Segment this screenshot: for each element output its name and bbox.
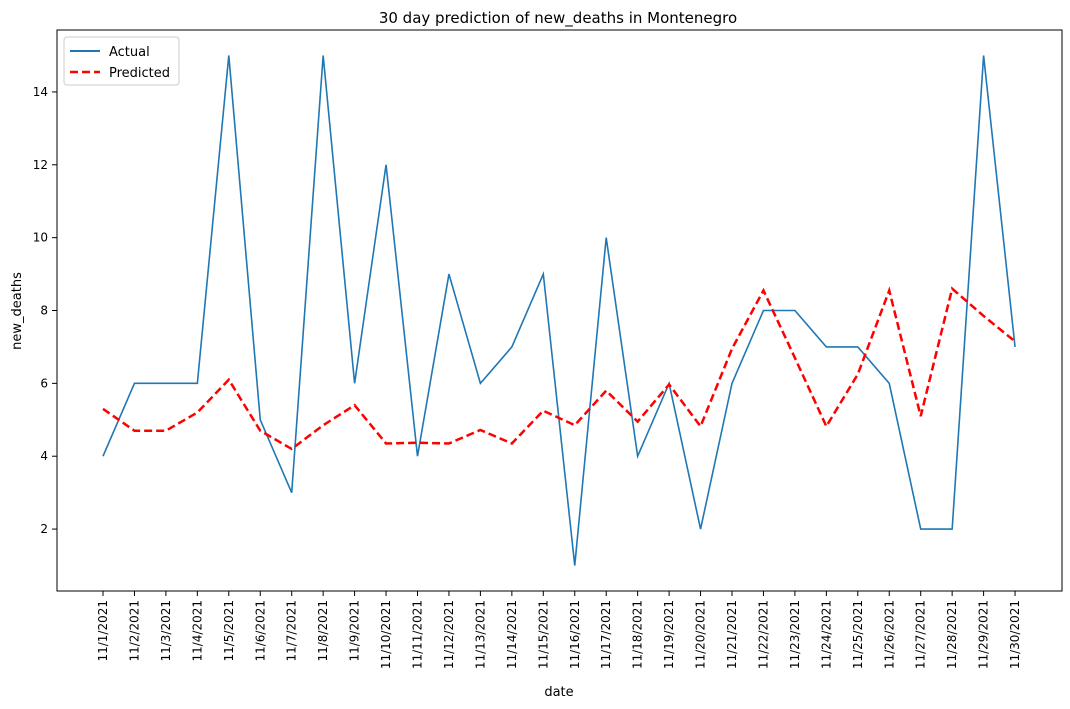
x-tick-label: 11/28/2021 [945,600,959,669]
x-tick-label: 11/18/2021 [631,600,645,669]
x-tick-label: 11/22/2021 [756,600,770,669]
y-tick-label: 4 [40,449,48,463]
legend-label-predicted: Predicted [109,66,170,81]
legend: Actual Predicted [63,36,180,86]
y-tick-label: 8 [40,304,48,318]
x-tick-label: 11/2/2021 [127,600,141,662]
legend-label-actual: Actual [109,45,150,60]
x-tick-label: 11/19/2021 [662,600,676,669]
x-axis: 11/1/2021 11/2/2021 11/3/2021 11/4/2021 11/5… [96,591,1022,669]
x-tick-label: 11/12/2021 [442,600,456,669]
y-axis-label: new_deaths [10,272,25,350]
y-axis: 2 4 6 8 10 12 14 [33,85,57,536]
y-tick-label: 14 [33,85,48,99]
x-tick-label: 11/4/2021 [190,600,204,662]
x-tick-label: 11/11/2021 [411,600,425,669]
x-tick-label: 11/6/2021 [253,600,267,662]
y-tick-label: 10 [33,231,48,245]
y-tick-label: 12 [33,158,48,172]
x-tick-label: 11/8/2021 [316,600,330,662]
series-line-predicted [102,286,1016,451]
y-tick-label: 6 [40,376,48,390]
x-tick-label: 11/13/2021 [473,600,487,669]
series-layer [102,55,1016,566]
x-tick-label: 11/7/2021 [285,600,299,662]
x-tick-label: 11/27/2021 [914,600,928,669]
x-axis-label: date [544,685,573,700]
x-tick-label: 11/5/2021 [222,600,236,662]
y-tick-label: 2 [40,522,48,536]
x-tick-label: 11/1/2021 [96,600,110,662]
legend-box [63,36,180,86]
x-tick-label: 11/3/2021 [159,600,173,662]
x-tick-label: 11/17/2021 [599,600,613,669]
x-tick-label: 11/14/2021 [505,600,519,669]
x-tick-label: 11/29/2021 [977,600,991,669]
x-tick-label: 11/16/2021 [568,600,582,669]
x-tick-label: 11/20/2021 [694,600,708,669]
x-tick-label: 11/30/2021 [1008,600,1022,669]
x-tick-label: 11/10/2021 [379,600,393,669]
plot-area [56,29,1063,592]
series-line-actual [102,55,1016,566]
chart-title: 30 day prediction of new_deaths in Monte… [379,9,737,28]
x-tick-label: 11/15/2021 [536,600,550,669]
x-tick-label: 11/26/2021 [882,600,896,669]
x-tick-label: 11/25/2021 [851,600,865,669]
x-tick-label: 11/24/2021 [819,600,833,669]
x-tick-label: 11/9/2021 [348,600,362,662]
x-tick-label: 11/21/2021 [725,600,739,669]
x-tick-label: 11/23/2021 [788,600,802,669]
